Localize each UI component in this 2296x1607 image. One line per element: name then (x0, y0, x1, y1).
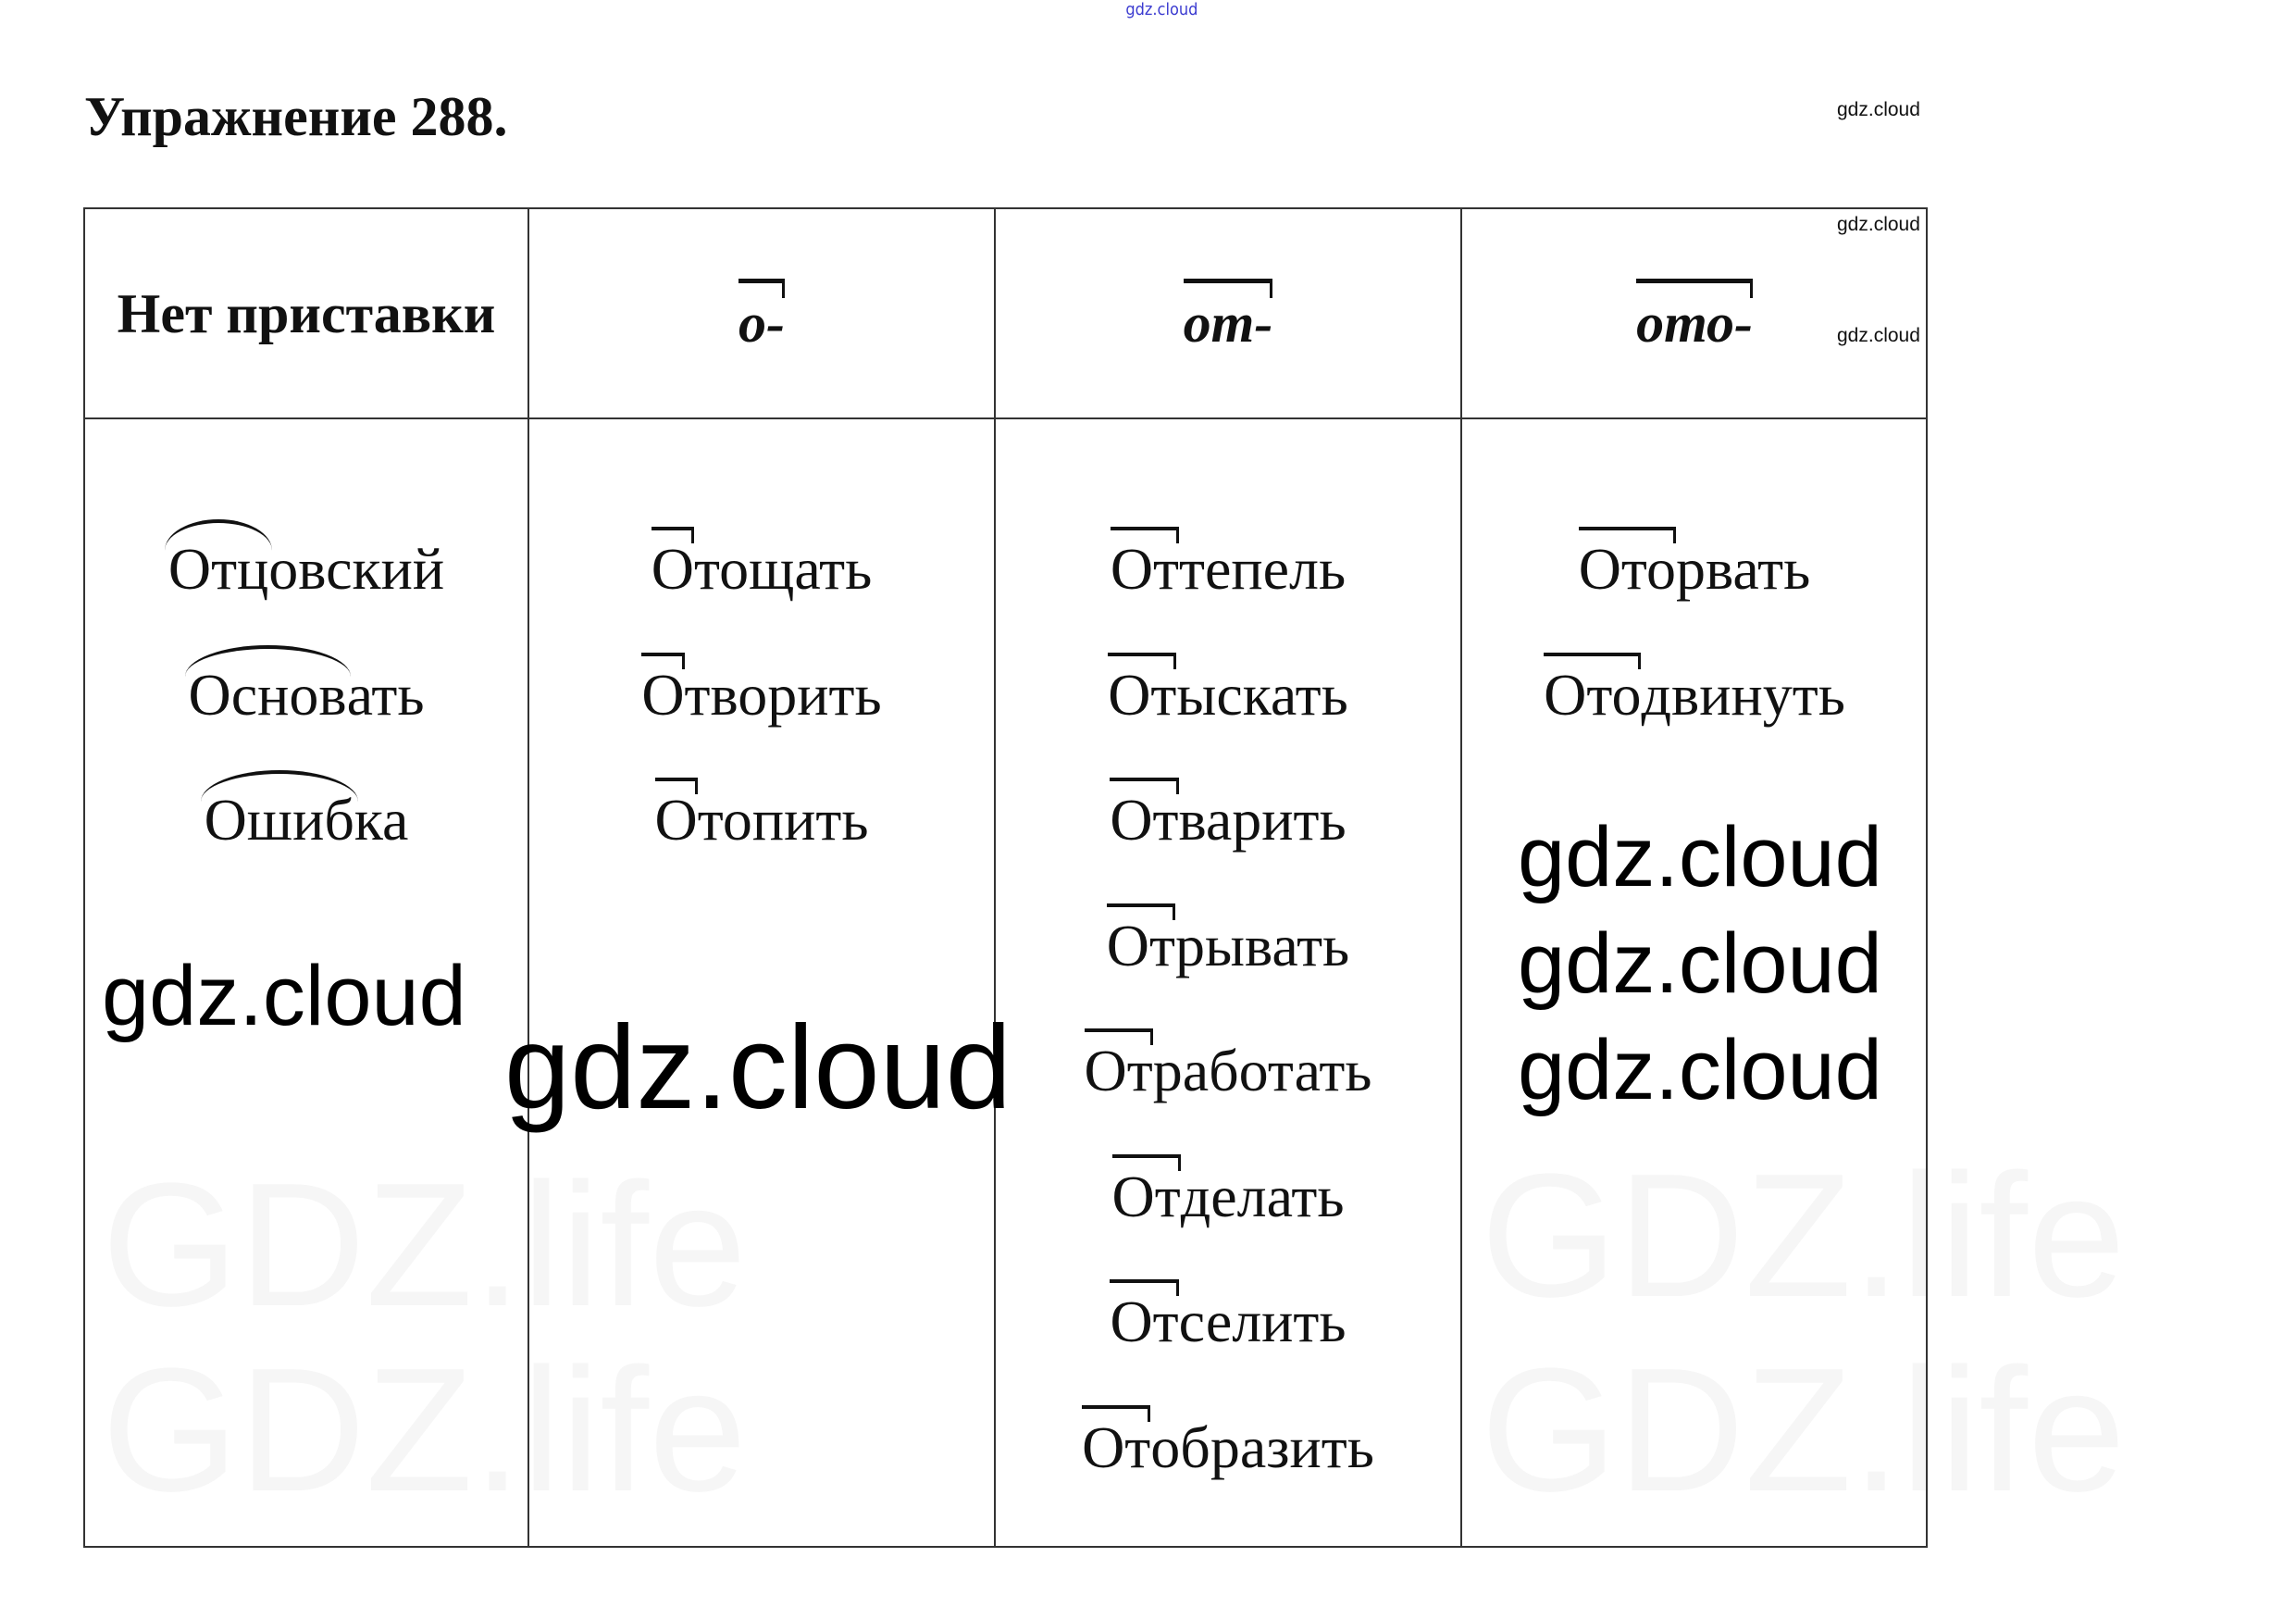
word-list: Отцовский Основать Ошибка (85, 419, 527, 916)
prefix-mark: От (1110, 778, 1179, 853)
column-header: ото- (1462, 207, 1927, 419)
prefix-header: от- (1183, 278, 1272, 358)
word-rest: образить (1150, 1414, 1374, 1480)
prefix-mark: Ото (1544, 652, 1642, 728)
word-rest: рвать (1676, 536, 1811, 602)
watermark: gdz.cloud (1518, 1023, 1882, 1117)
word-rest: ыскать (1176, 661, 1348, 728)
prefix-mark: О (651, 527, 695, 602)
column-no-prefix: Нет приставки Отцовский Основать Ошибка (85, 207, 527, 916)
word-list: Оторвать Отодвинуть (1462, 419, 1927, 791)
word: Отрывать (996, 903, 1460, 1042)
column-header: о- (529, 207, 994, 419)
word: Отодвинуть (1462, 652, 1927, 791)
word-rest: делать (1180, 1163, 1345, 1229)
root-arc: Ошиб (200, 770, 359, 853)
faint-watermark: GDZ.life (102, 1147, 747, 1343)
word: Отработать (996, 1028, 1460, 1167)
word-rest: тепель (1179, 536, 1347, 602)
word: Отыскать (996, 652, 1460, 791)
watermark-top: gdz.cloud (1125, 0, 1198, 19)
word-rest: творить (684, 661, 882, 728)
word-rest: селить (1178, 1289, 1347, 1354)
word: Отцовский (85, 519, 527, 666)
column-prefix-ot: от- Оттепель Отыскать Отварить Отрывать … (996, 207, 1460, 1543)
prefix-mark: О (654, 778, 698, 853)
word-rest: топить (697, 787, 869, 853)
watermark: gdz.cloud (102, 949, 466, 1043)
word: Отселить (996, 1279, 1460, 1418)
column-divider (994, 207, 996, 1548)
column-prefix-o: о- Отощать Отворить Отопить (529, 207, 994, 916)
word-rest: двинуть (1641, 661, 1845, 728)
word: Оторвать (1462, 527, 1927, 666)
word: Оттепель (996, 527, 1460, 666)
prefix-header: о- (738, 278, 785, 358)
prefix-mark: От (1111, 1153, 1181, 1229)
watermark: gdz.cloud (1837, 99, 1920, 120)
column-header: Нет приставки (117, 282, 496, 344)
column-divider (1460, 207, 1462, 1548)
word-rest: варить (1178, 787, 1347, 853)
word-rest: тощать (693, 536, 873, 602)
word: Отворить (529, 652, 994, 791)
prefix-mark: От (1082, 1404, 1151, 1480)
prefix-header: ото- (1636, 278, 1753, 358)
root-arc: Отц (164, 519, 273, 602)
word: Отопить (529, 778, 994, 916)
watermark: gdz.cloud (1518, 810, 1882, 904)
prefix-mark: От (1106, 903, 1176, 978)
prefix-mark: От (1110, 1279, 1179, 1354)
word-list: Оттепель Отыскать Отварить Отрывать Отра… (996, 419, 1460, 1543)
column-header: от- (996, 207, 1460, 419)
word-list: Отощать Отворить Отопить (529, 419, 994, 916)
prefix-mark: От (1110, 527, 1180, 602)
faint-watermark: GDZ.life (1481, 1138, 2126, 1334)
word: Отощать (529, 527, 994, 666)
faint-watermark: GDZ.life (102, 1332, 747, 1528)
header-divider (83, 417, 1928, 419)
prefix-mark: От (1084, 1028, 1153, 1103)
watermark: gdz.cloud (504, 1002, 1011, 1134)
word-rest: рывать (1174, 912, 1350, 978)
watermark: gdz.cloud (1518, 916, 1882, 1011)
exercise-title: Упражнение 288. (84, 86, 508, 147)
prefix-table (83, 207, 1928, 1548)
root-arc: Основ (184, 644, 351, 728)
word: Основать (85, 644, 527, 791)
column-divider (527, 207, 529, 1548)
word-rest: ка (354, 787, 409, 853)
word: Ошибка (85, 770, 527, 916)
prefix-mark: О (641, 652, 685, 728)
watermark: gdz.cloud (1837, 325, 1920, 346)
faint-watermark: GDZ.life (1481, 1332, 2126, 1528)
word-rest: овский (268, 536, 445, 602)
word-rest: ать (346, 661, 425, 728)
word: Отварить (996, 778, 1460, 916)
word: Отобразить (996, 1404, 1460, 1544)
column-prefix-oto: ото- Оторвать Отодвинуть (1462, 207, 1927, 791)
prefix-mark: Ото (1578, 527, 1677, 602)
watermark: gdz.cloud (1837, 214, 1920, 235)
prefix-mark: От (1108, 652, 1177, 728)
word: Отделать (996, 1153, 1460, 1293)
word-rest: работать (1152, 1038, 1372, 1103)
